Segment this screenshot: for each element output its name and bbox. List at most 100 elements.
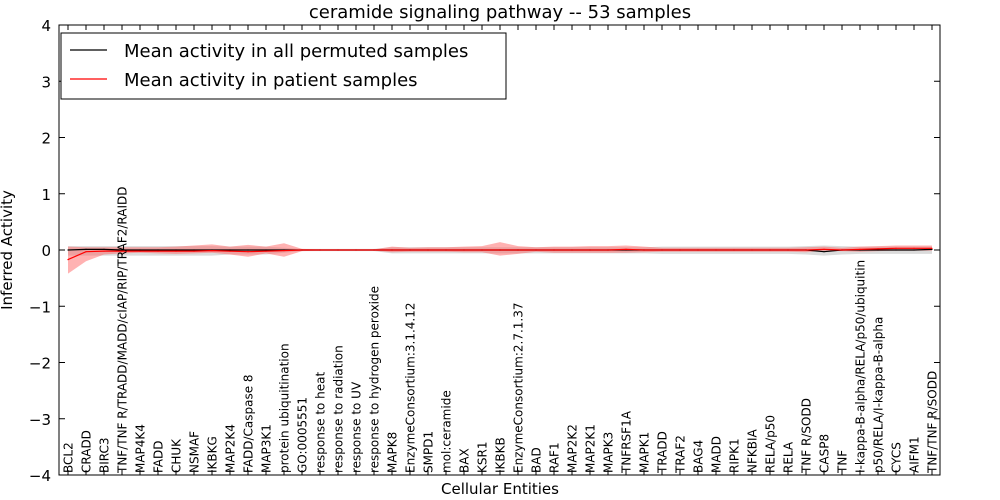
x-tick-label: EnzymeConsortium:2.7.1.37 bbox=[512, 302, 526, 473]
x-tick-label: TRAF2 bbox=[674, 435, 688, 474]
x-tick-label: BCL2 bbox=[62, 442, 76, 473]
x-tick-label: TNF R/SODD bbox=[800, 398, 814, 474]
chart-title: ceramide signaling pathway -- 53 samples bbox=[309, 2, 691, 23]
x-tick-label: TNF bbox=[836, 450, 850, 474]
x-tick-label: CYCS bbox=[890, 442, 904, 473]
x-tick-label: response to heat bbox=[314, 371, 328, 473]
y-axis: −4 −3 −2 −1 0 1 2 3 4 bbox=[29, 17, 940, 485]
x-tick-label: TNFRSF1A bbox=[620, 410, 634, 474]
x-axis: BCL2 CRADD BIRC3 TNF/TNF R/TRADD/MADD/cIAP/… bbox=[62, 25, 940, 475]
point-series-0 bbox=[157, 249, 159, 251]
x-tick-label: CASP8 bbox=[818, 434, 832, 473]
x-tick-label: RIPK1 bbox=[728, 438, 742, 473]
x-tick-label: CHUK bbox=[170, 438, 184, 473]
y-tick-label: 4 bbox=[41, 17, 51, 35]
x-tick-label: BAX bbox=[458, 448, 472, 473]
point-series-1 bbox=[697, 249, 699, 251]
y-tick-label: 1 bbox=[41, 186, 51, 204]
point-series-1 bbox=[553, 249, 555, 251]
x-tick-label: MAP2K2 bbox=[566, 424, 580, 473]
point-series-1 bbox=[481, 249, 483, 251]
point-series-0 bbox=[103, 248, 105, 250]
x-tick-label: AIFM1 bbox=[908, 436, 922, 473]
x-tick-label: RELA bbox=[782, 441, 796, 473]
x-tick-label: response to UV bbox=[350, 381, 364, 473]
x-tick-label: response to radiation bbox=[332, 345, 346, 473]
x-tick-label: CRADD bbox=[80, 430, 94, 473]
point-series-1 bbox=[715, 249, 717, 251]
x-tick-label: TRADD bbox=[656, 431, 670, 474]
series-lines bbox=[67, 247, 933, 261]
y-tick-label: −4 bbox=[29, 467, 51, 485]
x-tick-label: TNF/TNF R/TRADD/MADD/cIAP/RIP/TRAF2/RAID… bbox=[116, 187, 130, 475]
x-tick-label: mol:ceramide bbox=[440, 390, 454, 473]
point-series-1 bbox=[859, 248, 861, 250]
legend: Mean activity in all permuted samples Me… bbox=[60, 32, 507, 100]
point-series-1 bbox=[589, 249, 591, 251]
x-tick-label: KSR1 bbox=[476, 442, 490, 473]
x-tick-label: p50/RELA/I-kappa-B-alpha bbox=[872, 317, 886, 473]
x-tick-label: MAPK1 bbox=[638, 432, 652, 473]
point-series-1 bbox=[445, 249, 447, 251]
x-tick-label: NFKBIA bbox=[746, 428, 760, 473]
point-series-1 bbox=[823, 248, 825, 250]
x-tick-label: MAPK3 bbox=[602, 432, 616, 473]
y-axis-label: Inferred Activity bbox=[0, 190, 16, 310]
x-tick-label: RAF1 bbox=[548, 442, 562, 473]
point-series-0 bbox=[193, 249, 195, 251]
point-series-0 bbox=[265, 249, 267, 251]
point-series-1 bbox=[643, 249, 645, 251]
point-series-1 bbox=[625, 248, 627, 250]
point-series-1 bbox=[85, 251, 87, 253]
point-series-1 bbox=[805, 249, 807, 251]
y-tick-label: 3 bbox=[41, 73, 51, 91]
point-series-1 bbox=[229, 250, 231, 252]
point-series-0 bbox=[913, 249, 915, 251]
point-series-0 bbox=[229, 249, 231, 251]
point-series-1 bbox=[913, 247, 915, 249]
point-series-0 bbox=[823, 251, 825, 253]
point-series-0 bbox=[877, 249, 879, 251]
y-tick-label: 0 bbox=[41, 242, 51, 260]
point-series-1 bbox=[139, 250, 141, 252]
point-series-1 bbox=[877, 248, 879, 250]
point-series-1 bbox=[463, 249, 465, 251]
point-series-1 bbox=[211, 250, 213, 252]
point-series-1 bbox=[499, 249, 501, 251]
x-tick-label: GO:0005551 bbox=[296, 397, 310, 473]
point-series-1 bbox=[841, 249, 843, 251]
point-series-1 bbox=[535, 249, 537, 251]
x-tick-label: I-kappa-B-alpha/RELA/p50/ubiquitin bbox=[854, 260, 868, 473]
point-series-1 bbox=[661, 249, 663, 251]
x-tick-label: FADD bbox=[152, 441, 166, 474]
point-series-1 bbox=[157, 250, 159, 252]
point-series-1 bbox=[571, 249, 573, 251]
x-axis-label: Cellular Entities bbox=[441, 480, 559, 498]
point-series-1 bbox=[283, 250, 285, 252]
point-series-1 bbox=[103, 250, 105, 252]
point-series-0 bbox=[175, 249, 177, 251]
point-series-1 bbox=[931, 247, 933, 249]
point-series-1 bbox=[733, 249, 735, 251]
point-series-0 bbox=[895, 249, 897, 251]
x-tick-label: EnzymeConsortium:3.1.4.12 bbox=[404, 302, 418, 473]
x-tick-label: MAP2K4 bbox=[224, 424, 238, 473]
point-series-1 bbox=[337, 249, 339, 251]
point-series-1 bbox=[769, 249, 771, 251]
point-series-1 bbox=[895, 247, 897, 249]
x-tick-label: protein ubiquitination bbox=[278, 343, 292, 473]
point-series-1 bbox=[679, 249, 681, 251]
point-series-0 bbox=[247, 249, 249, 251]
x-tick-label: IKBKG bbox=[206, 436, 220, 473]
x-tick-label: FADD/Caspase 8 bbox=[242, 374, 256, 473]
point-series-0 bbox=[139, 249, 141, 251]
point-series-0 bbox=[121, 249, 123, 251]
x-tick-label: response to hydrogen peroxide bbox=[368, 286, 382, 473]
x-tick-label: NSMAF bbox=[188, 431, 202, 473]
point-series-1 bbox=[409, 249, 411, 251]
point-series-1 bbox=[175, 250, 177, 252]
point-series-1 bbox=[787, 249, 789, 251]
x-tick-label: TNF/TNF R/SODD bbox=[926, 371, 940, 474]
x-tick-label: RELA/p50 bbox=[764, 415, 778, 473]
